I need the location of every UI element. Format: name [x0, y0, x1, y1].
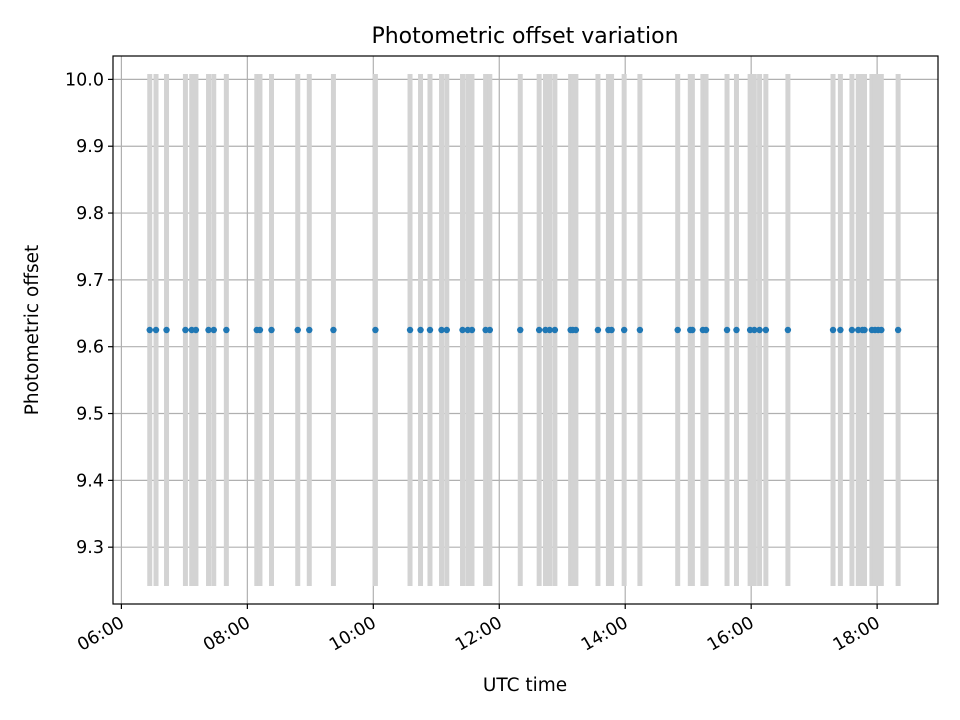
data-point	[689, 326, 696, 334]
data-point	[223, 326, 230, 334]
y-tick-label: 9.7	[76, 271, 104, 291]
data-point	[256, 326, 264, 334]
data-point	[751, 326, 758, 334]
data-point	[608, 326, 615, 334]
data-point	[205, 326, 212, 334]
y-axis: 9.3 9.4 9.5 9.6 9.7 9.8 9.9 10.0	[65, 70, 113, 558]
data-point	[146, 326, 153, 334]
data-point	[551, 326, 559, 334]
data-point	[837, 326, 844, 334]
data-point	[468, 326, 476, 334]
data-point	[163, 326, 170, 334]
data-point	[330, 326, 337, 334]
data-point	[517, 326, 524, 334]
data-point	[182, 326, 189, 334]
data-point	[702, 326, 710, 334]
data-point	[210, 326, 217, 334]
y-tick-label: 9.6	[76, 338, 104, 358]
data-point	[459, 326, 466, 334]
data-point	[572, 326, 580, 334]
data-point	[372, 326, 379, 334]
data-point	[723, 326, 731, 334]
plot-frame	[112, 55, 939, 605]
plot-area	[113, 56, 938, 604]
x-axis-label: UTC time	[483, 675, 567, 696]
y-tick-label: 9.9	[76, 137, 104, 157]
data-point	[636, 326, 644, 334]
data-point	[152, 326, 160, 334]
data-point	[894, 326, 902, 334]
data-point	[756, 326, 763, 334]
data-point	[829, 326, 837, 334]
data-point	[417, 326, 424, 334]
y-tick-label: 9.4	[76, 471, 104, 491]
data-point	[426, 326, 434, 334]
y-axis-label: Photometric offset	[22, 245, 43, 416]
data-point	[438, 326, 445, 334]
data-points	[146, 326, 902, 334]
data-point	[306, 326, 313, 334]
data-point	[733, 326, 740, 334]
y-tick-label: 9.8	[76, 204, 104, 224]
y-tick-label: 9.5	[76, 405, 104, 425]
data-point	[784, 326, 792, 334]
data-point	[268, 326, 275, 334]
data-point	[294, 326, 301, 334]
data-point	[443, 326, 450, 334]
data-point	[848, 326, 856, 334]
y-tick-label: 9.3	[76, 538, 104, 558]
chart-title: Photometric offset variation	[371, 24, 678, 49]
data-point	[546, 326, 553, 334]
data-point	[762, 326, 770, 334]
data-point	[535, 326, 543, 334]
data-point	[620, 326, 628, 334]
data-point	[486, 326, 494, 334]
data-point	[674, 326, 681, 334]
data-point	[861, 326, 868, 334]
data-point	[406, 326, 414, 334]
data-point	[878, 326, 885, 334]
data-point	[192, 326, 200, 334]
y-tick-label: 10.0	[65, 70, 104, 90]
data-point	[594, 326, 602, 334]
